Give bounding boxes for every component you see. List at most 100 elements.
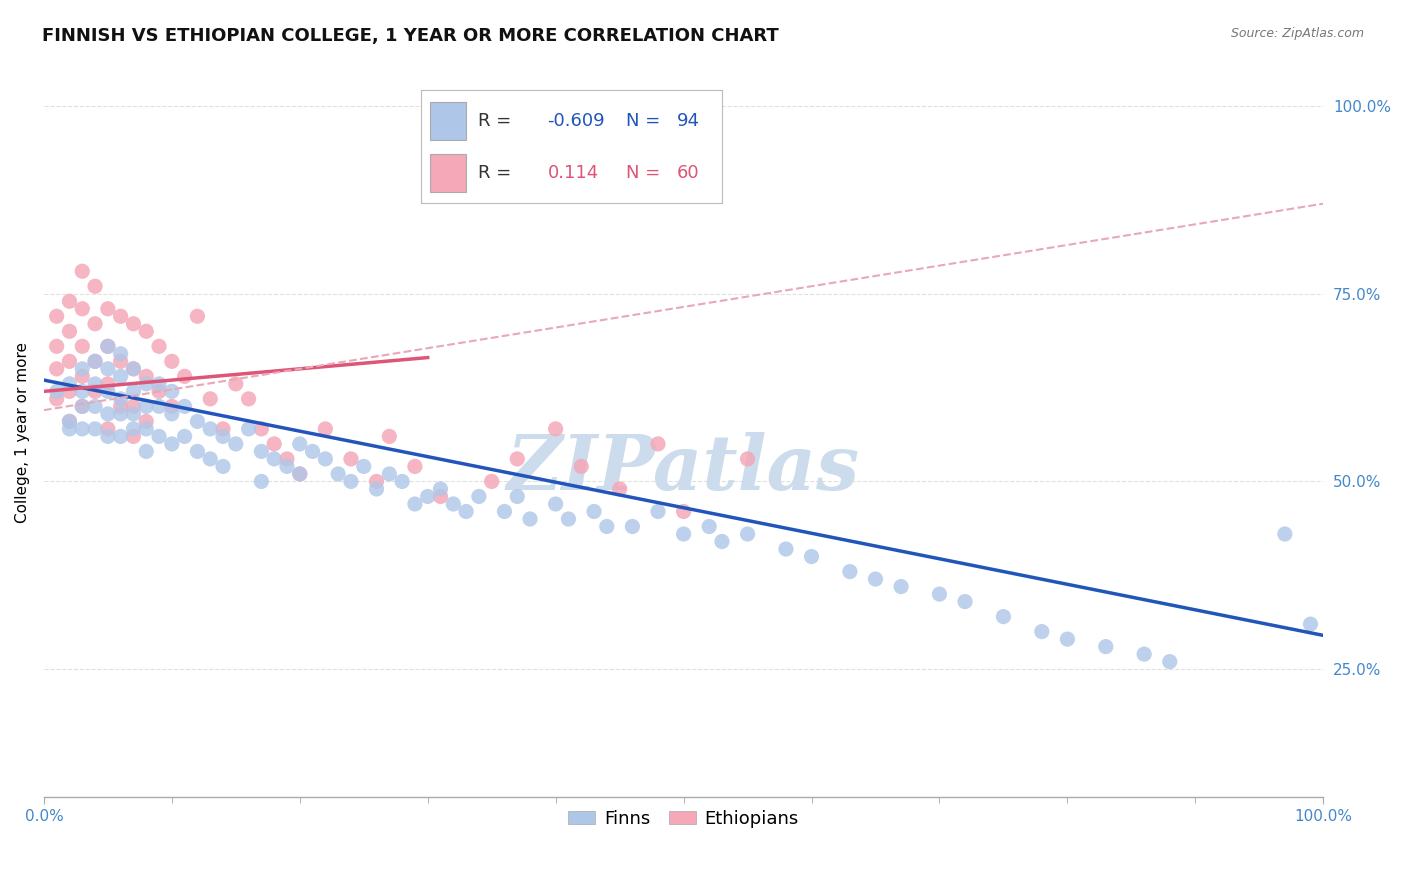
Point <box>122 400 145 414</box>
Point <box>200 422 222 436</box>
Point <box>58 384 80 399</box>
Point <box>928 587 950 601</box>
Point <box>800 549 823 564</box>
Point <box>212 459 235 474</box>
Point <box>58 376 80 391</box>
Point <box>569 459 592 474</box>
Point <box>288 437 311 451</box>
Point <box>238 422 260 436</box>
Point <box>263 451 285 466</box>
Point <box>468 490 491 504</box>
Point <box>148 384 170 399</box>
Point <box>494 504 516 518</box>
Point <box>993 609 1015 624</box>
Point <box>45 310 67 324</box>
Point <box>429 482 451 496</box>
Point <box>366 482 388 496</box>
Point <box>72 369 94 384</box>
Point <box>212 422 235 436</box>
Point <box>58 414 80 428</box>
Point <box>72 301 94 316</box>
Point <box>110 400 132 414</box>
Point <box>97 422 120 436</box>
Point <box>200 451 222 466</box>
Point <box>135 414 157 428</box>
Point <box>1274 527 1296 541</box>
Point <box>737 451 759 466</box>
Point <box>97 429 120 443</box>
Point <box>122 422 145 436</box>
Point <box>122 361 145 376</box>
Point <box>353 459 375 474</box>
Point <box>148 429 170 443</box>
Point <box>97 301 120 316</box>
Point <box>596 519 619 533</box>
Point <box>1159 655 1181 669</box>
Point <box>160 384 183 399</box>
Point <box>97 384 120 399</box>
Point <box>173 369 195 384</box>
Point <box>225 376 247 391</box>
Text: Source: ZipAtlas.com: Source: ZipAtlas.com <box>1230 27 1364 40</box>
Point <box>97 376 120 391</box>
Point <box>160 354 183 368</box>
Text: FINNISH VS ETHIOPIAN COLLEGE, 1 YEAR OR MORE CORRELATION CHART: FINNISH VS ETHIOPIAN COLLEGE, 1 YEAR OR … <box>42 27 779 45</box>
Point <box>84 422 107 436</box>
Point <box>544 497 567 511</box>
Point <box>72 264 94 278</box>
Point <box>340 475 363 489</box>
Point <box>122 361 145 376</box>
Point <box>45 361 67 376</box>
Point <box>72 361 94 376</box>
Point <box>544 422 567 436</box>
Point <box>58 324 80 338</box>
Point <box>672 527 695 541</box>
Point <box>737 527 759 541</box>
Point <box>276 459 298 474</box>
Point <box>58 354 80 368</box>
Point <box>122 317 145 331</box>
Point <box>429 490 451 504</box>
Point <box>238 392 260 406</box>
Point <box>838 565 860 579</box>
Point <box>1133 647 1156 661</box>
Point <box>97 339 120 353</box>
Point <box>160 437 183 451</box>
Point <box>621 519 644 533</box>
Point <box>58 414 80 428</box>
Point <box>250 444 273 458</box>
Point <box>97 339 120 353</box>
Point <box>391 475 413 489</box>
Point <box>84 376 107 391</box>
Point <box>84 384 107 399</box>
Point <box>45 392 67 406</box>
Point <box>481 475 503 489</box>
Point <box>135 422 157 436</box>
Point <box>672 504 695 518</box>
Point <box>1056 632 1078 646</box>
Point <box>1031 624 1053 639</box>
Point <box>148 339 170 353</box>
Point <box>506 451 529 466</box>
Point <box>148 376 170 391</box>
Point <box>865 572 887 586</box>
Point <box>84 279 107 293</box>
Point <box>288 467 311 481</box>
Point <box>1094 640 1116 654</box>
Point <box>890 580 912 594</box>
Point <box>122 429 145 443</box>
Point <box>97 361 120 376</box>
Point <box>173 400 195 414</box>
Point <box>72 400 94 414</box>
Point <box>506 490 529 504</box>
Point <box>110 310 132 324</box>
Point <box>953 594 976 608</box>
Point <box>110 407 132 421</box>
Point <box>250 475 273 489</box>
Point <box>582 504 605 518</box>
Point <box>454 504 477 518</box>
Point <box>148 400 170 414</box>
Point <box>135 324 157 338</box>
Point <box>200 392 222 406</box>
Point <box>45 384 67 399</box>
